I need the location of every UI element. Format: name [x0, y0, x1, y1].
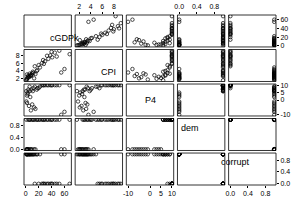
svg-text:0: 0 — [280, 96, 284, 103]
svg-text:4: 4 — [16, 67, 20, 74]
svg-text:10: 10 — [168, 190, 176, 197]
svg-text:2: 2 — [16, 75, 20, 82]
svg-text:20: 20 — [280, 34, 288, 41]
svg-text:P4: P4 — [145, 95, 156, 105]
svg-text:0: 0 — [148, 190, 152, 197]
svg-text:0.0: 0.0 — [280, 180, 290, 187]
svg-text:0.0: 0.0 — [226, 190, 236, 197]
svg-text:20: 20 — [35, 190, 43, 197]
svg-text:5: 5 — [159, 190, 163, 197]
svg-text:10: 10 — [280, 82, 288, 89]
svg-text:0.8: 0.8 — [209, 3, 219, 10]
svg-text:CPI: CPI — [101, 67, 116, 77]
svg-text:40: 40 — [48, 190, 56, 197]
svg-text:2: 2 — [77, 3, 81, 10]
svg-text:0.8: 0.8 — [280, 157, 290, 164]
svg-text:0.4: 0.4 — [280, 168, 290, 175]
svg-text:0.0: 0.0 — [174, 3, 184, 10]
svg-text:5: 5 — [280, 89, 284, 96]
svg-text:0.0: 0.0 — [10, 146, 20, 153]
svg-text:0: 0 — [24, 190, 28, 197]
svg-text:cGDPk: cGDPk — [50, 33, 79, 43]
svg-text:-10: -10 — [123, 190, 133, 197]
svg-text:corrupt: corrupt — [221, 157, 250, 167]
svg-text:6: 6 — [100, 3, 104, 10]
svg-text:0: 0 — [280, 42, 284, 49]
svg-text:0.8: 0.8 — [10, 122, 20, 129]
svg-text:0.4: 0.4 — [10, 134, 20, 141]
svg-text:dem: dem — [181, 123, 199, 133]
svg-text:0.4: 0.4 — [192, 3, 202, 10]
svg-text:8: 8 — [16, 52, 20, 59]
svg-text:6: 6 — [16, 60, 20, 67]
svg-text:40: 40 — [280, 25, 288, 32]
svg-text:0.4: 0.4 — [243, 190, 253, 197]
svg-text:60: 60 — [61, 190, 69, 197]
svg-text:-10: -10 — [280, 111, 290, 118]
svg-text:4: 4 — [89, 3, 93, 10]
svg-text:60: 60 — [280, 16, 288, 23]
svg-text:8: 8 — [112, 3, 116, 10]
svg-text:0.8: 0.8 — [261, 190, 271, 197]
